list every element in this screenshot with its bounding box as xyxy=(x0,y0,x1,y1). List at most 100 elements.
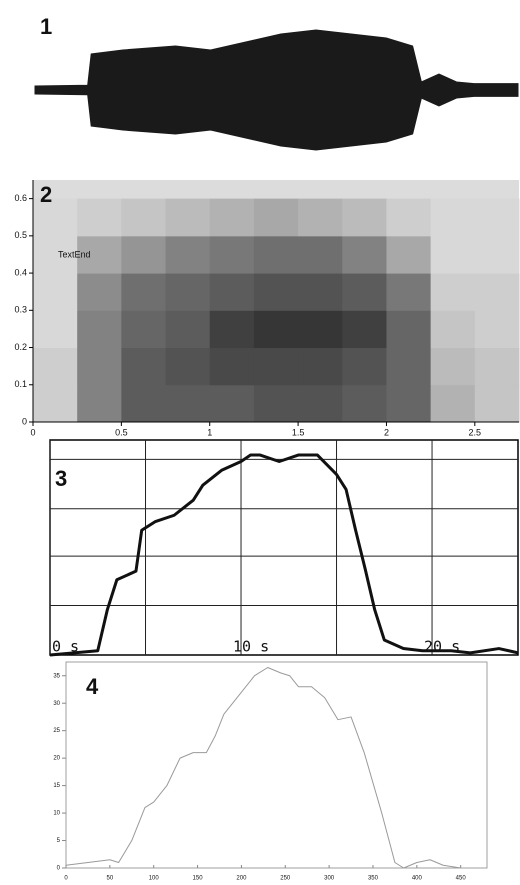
heat-cell xyxy=(430,198,476,237)
heat-cell xyxy=(77,384,122,423)
heat-cell xyxy=(165,310,211,349)
heat-cell xyxy=(121,235,167,274)
x-tick-label: 20 s xyxy=(424,638,460,656)
y-tick-label: 15 xyxy=(53,783,60,789)
x-tick-label: 150 xyxy=(193,876,204,882)
x-tick-label: 2 xyxy=(384,427,389,437)
heat-cell xyxy=(165,347,211,386)
plot-frame xyxy=(65,661,488,869)
heat-cell xyxy=(165,198,211,237)
heat-cell xyxy=(342,310,387,349)
heat-cell xyxy=(121,310,167,349)
x-tick-label: 350 xyxy=(368,876,379,882)
heat-cell xyxy=(209,347,255,386)
y-tick-label: 0 xyxy=(57,866,61,872)
x-tick-label: 1 xyxy=(207,427,212,437)
heat-cell xyxy=(209,198,255,237)
heat-cell xyxy=(253,273,299,311)
x-tick-label: 0 xyxy=(30,427,35,437)
x-tick-label: 0 s xyxy=(52,638,79,656)
heat-cell xyxy=(298,235,343,274)
heat-cell xyxy=(430,310,476,349)
heat-cell xyxy=(342,273,387,311)
heat-cell xyxy=(253,347,299,386)
heat-cell xyxy=(121,198,167,237)
x-tick-label: 450 xyxy=(456,876,467,882)
heat-cell xyxy=(298,347,343,386)
panel-label: 3 xyxy=(55,466,67,491)
heat-cell xyxy=(474,235,520,274)
heat-cell xyxy=(298,198,343,237)
heat-cell xyxy=(342,198,387,237)
y-tick-label: 25 xyxy=(53,728,60,734)
y-tick-label: 0.6 xyxy=(14,193,27,203)
y-tick-label: 0.4 xyxy=(14,267,27,277)
line-series xyxy=(49,453,519,657)
heat-cell xyxy=(386,235,432,274)
panel-label: 2 xyxy=(40,182,52,207)
x-tick-label: 10 s xyxy=(233,638,269,656)
waveform-lower xyxy=(34,89,519,151)
heat-cell xyxy=(298,273,343,311)
heat-cell xyxy=(474,347,520,386)
line-series xyxy=(65,666,461,869)
x-tick-label: 400 xyxy=(412,876,423,882)
heat-cell xyxy=(33,198,78,237)
heat-cell xyxy=(77,310,122,349)
heat-cell xyxy=(121,384,167,423)
heat-cell xyxy=(386,310,432,349)
heat-cell xyxy=(253,310,299,349)
y-tick-label: 0.2 xyxy=(14,342,27,352)
heat-cell xyxy=(209,235,255,274)
x-tick-label: 1.5 xyxy=(292,427,305,437)
waveform-upper xyxy=(34,29,519,91)
panel-label: 1 xyxy=(40,14,52,39)
panel-label: 4 xyxy=(86,674,99,699)
heat-cell xyxy=(386,198,432,237)
heat-cell xyxy=(121,273,167,311)
heat-cell xyxy=(33,273,78,311)
heat-cell xyxy=(474,384,520,423)
y-tick-label: 20 xyxy=(53,756,60,762)
heat-cell xyxy=(33,347,78,386)
heat-cell xyxy=(165,273,211,311)
x-tick-label: 200 xyxy=(236,876,247,882)
heat-cell xyxy=(430,384,476,423)
plot-frame xyxy=(49,439,519,656)
heat-cell xyxy=(386,384,432,423)
x-tick-label: 300 xyxy=(324,876,335,882)
heat-cell xyxy=(474,273,520,311)
x-tick-label: 50 xyxy=(107,876,114,882)
heat-cell xyxy=(430,273,476,311)
heat-cell xyxy=(77,273,122,311)
heat-cell xyxy=(474,310,520,349)
heat-cell xyxy=(386,347,432,386)
x-tick-label: 100 xyxy=(149,876,160,882)
heat-cell xyxy=(430,347,476,386)
y-tick-label: 30 xyxy=(53,701,60,707)
heat-cell xyxy=(77,235,122,274)
y-tick-label: 35 xyxy=(53,673,60,679)
heat-cell xyxy=(33,384,78,423)
x-tick-label: 250 xyxy=(280,876,291,882)
heat-cell xyxy=(253,235,299,274)
x-tick-label: 0 xyxy=(64,876,68,882)
heat-cell xyxy=(33,310,78,349)
heat-cell xyxy=(386,273,432,311)
heat-cell xyxy=(121,347,167,386)
heat-cell xyxy=(209,384,255,423)
y-tick-label: 5 xyxy=(57,838,61,844)
y-tick-label: 0 xyxy=(22,416,27,426)
heat-cell xyxy=(209,273,255,311)
y-tick-label: 0.1 xyxy=(14,379,27,389)
heat-cell xyxy=(209,310,255,349)
heat-cell xyxy=(298,310,343,349)
annotation: TextEnd xyxy=(58,249,91,259)
x-tick-label: 0.5 xyxy=(115,427,128,437)
heat-cell xyxy=(253,384,299,423)
y-tick-label: 0.3 xyxy=(14,305,27,315)
heat-cell xyxy=(77,198,122,237)
heat-cell xyxy=(474,198,520,237)
